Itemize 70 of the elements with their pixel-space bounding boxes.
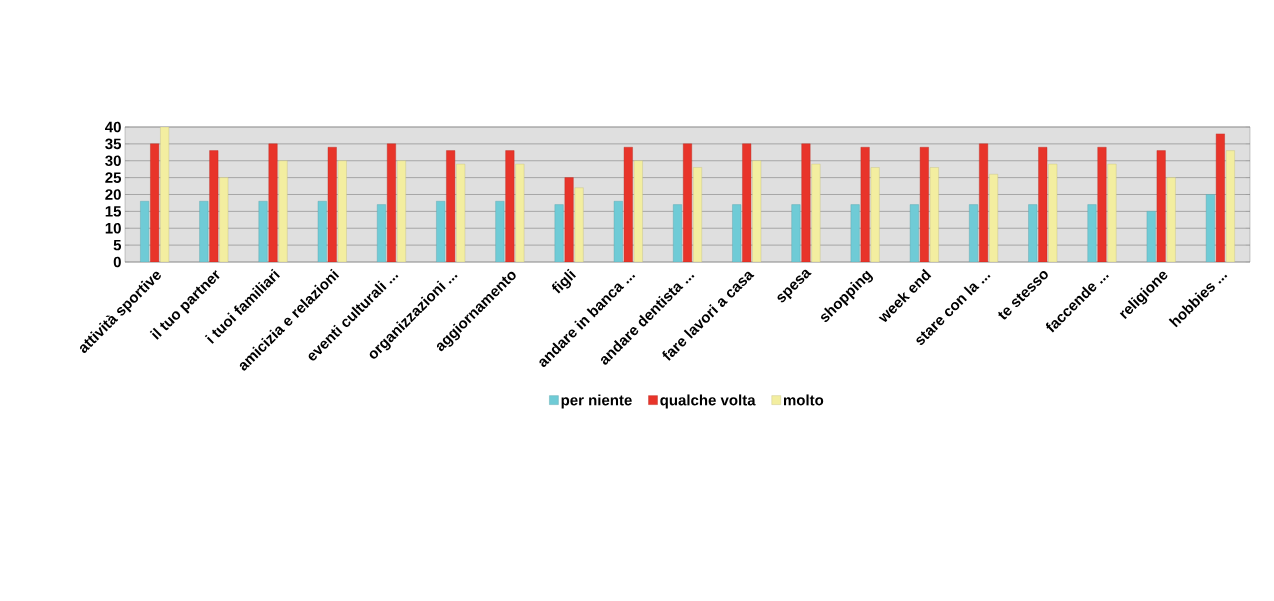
bar: [752, 160, 762, 262]
bar: [929, 167, 939, 262]
bar: [505, 150, 515, 262]
bar: [673, 204, 682, 262]
bar: [268, 143, 278, 262]
bar: [278, 160, 288, 262]
bar: [1146, 211, 1156, 262]
bar: [909, 204, 919, 262]
bar: [1205, 194, 1215, 262]
y-tick-label: 30: [105, 155, 121, 167]
bar: [515, 163, 525, 262]
bar: [564, 177, 574, 262]
y-tick-label: 10: [105, 222, 121, 234]
bar: [919, 147, 929, 262]
bar: [683, 143, 692, 262]
y-tick-label: 40: [105, 121, 121, 133]
bar: [456, 163, 466, 262]
x-tick-label: figli: [552, 268, 577, 294]
bar: [219, 177, 229, 262]
bar: [150, 143, 160, 262]
bar: [732, 204, 742, 262]
bar: [495, 201, 505, 262]
y-tick-label: 35: [105, 138, 122, 150]
y-tick-label: 20: [105, 189, 121, 200]
bar: [1097, 147, 1107, 262]
y-tick-label: 5: [113, 239, 122, 251]
legend-label: per niente: [561, 394, 632, 409]
bar: [397, 160, 406, 262]
bar: [1038, 147, 1048, 262]
bar: [1028, 204, 1038, 262]
bar: [1048, 163, 1058, 262]
bar: [574, 187, 584, 262]
bar: [801, 143, 811, 262]
bar: [258, 201, 268, 262]
y-tick-label: 15: [105, 206, 122, 217]
bar: [160, 126, 170, 262]
bar: [989, 174, 998, 262]
bar: [199, 201, 209, 262]
legend-label: qualche volta: [660, 394, 756, 409]
bar: [870, 167, 880, 262]
bar: [742, 143, 752, 262]
bar: [623, 147, 633, 262]
bar: [327, 147, 337, 262]
bar: [613, 201, 623, 262]
bar: [633, 160, 643, 262]
bar: [140, 201, 150, 262]
bar: [1087, 204, 1097, 262]
legend-label: molto: [783, 394, 824, 406]
bar: [1215, 133, 1225, 262]
bar: [811, 163, 821, 262]
bar: [1156, 150, 1166, 262]
bar: [1166, 177, 1176, 262]
bar: [850, 204, 860, 262]
bar: [337, 160, 347, 262]
y-tick-label: 0: [113, 256, 121, 268]
bar: [1225, 150, 1235, 262]
bar: [554, 204, 564, 262]
bar: [693, 167, 702, 262]
y-tick-label: 25: [105, 172, 122, 183]
bar: [377, 204, 386, 262]
bar: [791, 204, 801, 262]
bar: [446, 150, 456, 262]
bar: [209, 150, 219, 262]
bar: [387, 143, 396, 262]
bar: [979, 143, 989, 262]
bar: [317, 201, 327, 262]
bar: [436, 201, 446, 262]
bar: [969, 204, 978, 262]
bar: [860, 147, 870, 262]
bar: [1107, 163, 1117, 262]
